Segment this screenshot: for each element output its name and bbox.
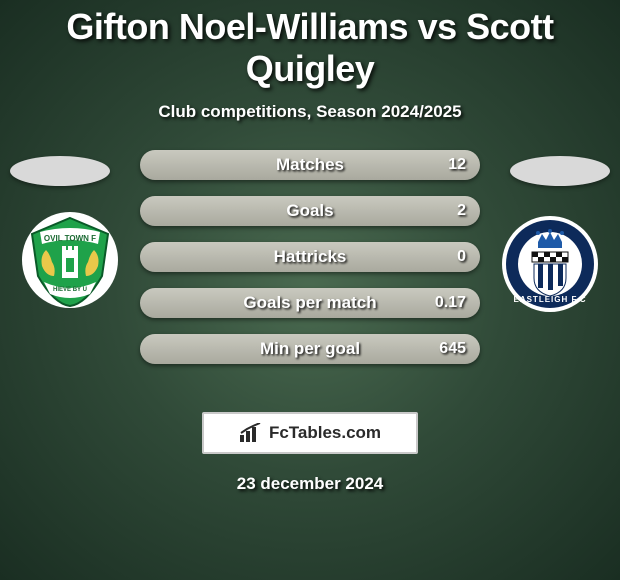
stat-value-right: 12 [448,150,466,180]
chart-icon [239,423,263,443]
stat-label: Matches [140,150,480,180]
brand-box: FcTables.com [202,412,418,454]
club-crest-left: OVIL TOWN F HIEVE BY U [20,210,120,310]
stat-label: Goals [140,196,480,226]
player-slot-right [510,156,610,186]
comparison-panel: OVIL TOWN F HIEVE BY U EASTLEIGH F.C [0,150,620,400]
stat-label: Min per goal [140,334,480,364]
svg-text:HIEVE BY U: HIEVE BY U [53,287,87,293]
stat-row: Goals per match0.17 [140,288,480,318]
stat-value-right: 0.17 [435,288,466,318]
brand-text: FcTables.com [269,423,381,443]
svg-text:OVIL TOWN F: OVIL TOWN F [44,234,96,243]
stat-row: Min per goal645 [140,334,480,364]
stats-list: Matches12 Goals2 Hattricks0 Goals per match… [140,150,480,380]
stat-row: Hattricks0 [140,242,480,272]
club-crest-right: EASTLEIGH F.C [500,214,600,314]
stat-row: Goals2 [140,196,480,226]
stat-value-right: 0 [457,242,466,272]
player-slot-left [10,156,110,186]
stat-label: Hattricks [140,242,480,272]
date: 23 december 2024 [0,474,620,494]
subtitle: Club competitions, Season 2024/2025 [0,102,620,122]
page-title: Gifton Noel-Williams vs Scott Quigley [0,0,620,90]
stat-value-right: 645 [439,334,466,364]
stat-value-right: 2 [457,196,466,226]
stat-label: Goals per match [140,288,480,318]
stat-row: Matches12 [140,150,480,180]
